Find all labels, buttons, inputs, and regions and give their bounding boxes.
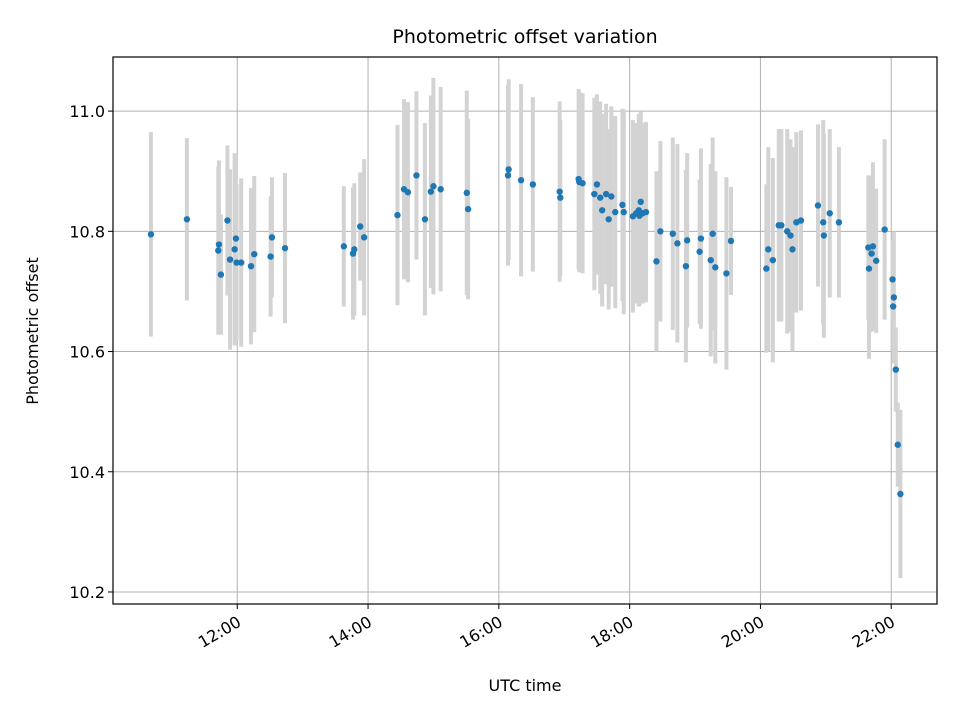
data-point [682, 262, 690, 270]
data-point [597, 194, 604, 201]
data-point [869, 243, 877, 250]
data-point [707, 256, 714, 264]
x-axis-label: UTC time [489, 676, 562, 695]
data-point [696, 248, 703, 255]
data-point [529, 181, 537, 188]
data-point [778, 222, 785, 229]
data-point [463, 189, 470, 197]
data-point [612, 208, 619, 216]
data-point [619, 201, 626, 209]
data-point [763, 265, 770, 272]
data-point [267, 253, 274, 260]
y-tick-label: 10.2 [69, 583, 105, 602]
data-point [357, 223, 364, 230]
data-points [147, 166, 904, 498]
data-point [797, 217, 805, 224]
data-point [593, 181, 601, 188]
y-axis: 10.2 10.4 10.6 10.8 11.0 [69, 102, 113, 602]
plot-frame [112, 56, 938, 605]
data-point [215, 247, 222, 254]
data-point [602, 190, 610, 198]
data-point [505, 166, 512, 173]
data-point [591, 190, 598, 198]
data-point [620, 208, 627, 216]
data-point [340, 243, 348, 250]
data-point [233, 259, 240, 266]
data-point [517, 177, 525, 184]
data-point [865, 265, 873, 272]
chart-title: Photometric offset variation [392, 26, 657, 48]
data-point [826, 210, 833, 217]
data-point [814, 202, 822, 209]
data-point [669, 230, 676, 237]
data-point [557, 194, 564, 201]
data-point [247, 262, 255, 270]
data-point [217, 271, 225, 278]
data-point [360, 234, 368, 241]
data-point [683, 237, 691, 244]
data-point [579, 180, 586, 187]
data-point [890, 294, 898, 301]
data-point [897, 490, 904, 498]
data-point [657, 228, 664, 235]
data-point [892, 366, 899, 373]
data-point [231, 246, 238, 253]
y-tick-label: 11.0 [69, 102, 105, 121]
data-point [404, 189, 412, 196]
data-point [556, 188, 563, 195]
data-point [674, 240, 681, 247]
data-point [712, 264, 719, 271]
data-point [835, 219, 843, 226]
data-point [226, 256, 234, 263]
y-tick-label: 10.4 [69, 463, 105, 482]
data-point [723, 270, 730, 277]
data-point [642, 208, 650, 216]
data-point [765, 246, 772, 253]
data-point [894, 441, 901, 448]
data-point [872, 257, 880, 264]
data-point [224, 217, 231, 224]
data-point [605, 216, 612, 223]
data-point [464, 205, 472, 213]
data-point [183, 216, 191, 223]
data-point [881, 226, 888, 233]
data-point [232, 235, 240, 242]
data-point [437, 186, 444, 193]
y-tick-label: 10.8 [69, 222, 105, 241]
data-point [787, 232, 794, 239]
data-point [351, 246, 358, 253]
data-point [697, 235, 705, 242]
data-point [653, 258, 660, 265]
data-point [427, 188, 435, 195]
data-point [413, 172, 420, 179]
data-point [727, 237, 735, 245]
data-point [769, 256, 777, 264]
data-point [820, 219, 827, 226]
data-point [430, 183, 437, 190]
data-point [637, 198, 644, 206]
data-point [889, 303, 897, 310]
data-point [598, 207, 606, 214]
data-point [709, 230, 716, 237]
data-point [215, 241, 223, 248]
data-point [421, 216, 429, 223]
y-axis-label: Photometric offset [23, 257, 42, 405]
data-point [268, 234, 276, 241]
data-point [868, 250, 875, 257]
data-point [504, 172, 512, 179]
data-point [820, 232, 828, 239]
data-point [237, 259, 245, 266]
data-point [251, 250, 258, 258]
y-tick-label: 10.6 [69, 343, 105, 362]
data-point [889, 276, 896, 283]
data-point [394, 211, 401, 219]
data-point [147, 231, 155, 238]
data-point [281, 244, 289, 252]
data-point [608, 193, 615, 200]
data-point [789, 246, 796, 253]
